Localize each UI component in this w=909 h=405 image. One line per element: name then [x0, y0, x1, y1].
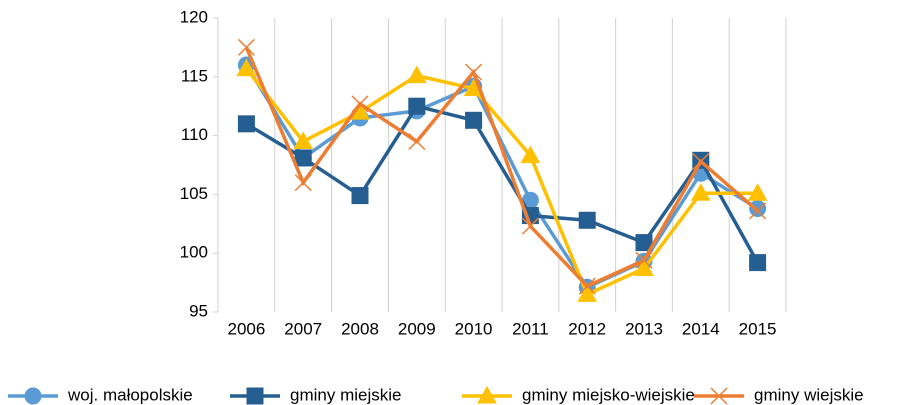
x-tick-label: 2009	[398, 319, 436, 338]
data-point	[577, 284, 598, 302]
x-tick-label: 2014	[682, 319, 720, 338]
data-point	[747, 183, 768, 201]
y-tick-label: 120	[180, 7, 208, 26]
data-point	[465, 111, 483, 129]
x-tick-label: 2011	[512, 319, 549, 338]
y-tick-label: 105	[180, 184, 208, 203]
data-point	[351, 95, 369, 113]
data-point	[690, 183, 711, 201]
data-point	[408, 97, 426, 115]
x-tick-label: 2012	[568, 319, 606, 338]
data-point	[635, 234, 653, 252]
data-point	[578, 211, 596, 229]
data-point	[635, 251, 653, 269]
legend-marker	[24, 387, 42, 405]
data-point	[294, 149, 312, 167]
y-tick-label: 100	[180, 243, 208, 262]
series-line	[245, 67, 758, 297]
y-tick-label: 110	[181, 125, 208, 144]
x-tick-label: 2015	[739, 319, 777, 338]
legend-marker	[246, 387, 264, 405]
legend-label: gminy miejskie	[290, 385, 401, 404]
data-point	[465, 63, 483, 81]
data-point	[236, 58, 257, 77]
data-point	[692, 152, 710, 171]
legend-label: gminy wiejskie	[754, 385, 864, 404]
data-point	[351, 187, 369, 205]
data-point	[520, 145, 541, 164]
data-point	[237, 115, 255, 133]
data-point	[408, 132, 426, 151]
x-tick-label: 2010	[455, 319, 493, 338]
series-line	[244, 64, 759, 290]
data-point	[237, 38, 255, 56]
data-point	[293, 131, 314, 149]
data-point	[294, 174, 312, 192]
legend-label: gminy miejsko-wiejskie	[522, 385, 695, 404]
data-point	[521, 217, 539, 235]
legend-label: woj. małopolskie	[67, 385, 193, 404]
legend-marker	[710, 387, 728, 405]
data-point	[578, 277, 596, 295]
data-point	[406, 65, 427, 84]
series-line	[245, 104, 760, 264]
x-tick-label: 2013	[625, 319, 663, 338]
series-line	[244, 46, 759, 289]
y-tick-label: 95	[189, 301, 208, 320]
data-point	[634, 258, 654, 276]
data-point	[749, 200, 767, 218]
data-point	[749, 202, 767, 220]
x-tick-label: 2006	[227, 319, 265, 338]
data-point	[749, 254, 767, 272]
x-tick-label: 2007	[284, 319, 322, 338]
legend-marker	[477, 385, 497, 404]
x-tick-label: 2008	[341, 319, 379, 338]
y-tick-label: 115	[181, 66, 208, 85]
